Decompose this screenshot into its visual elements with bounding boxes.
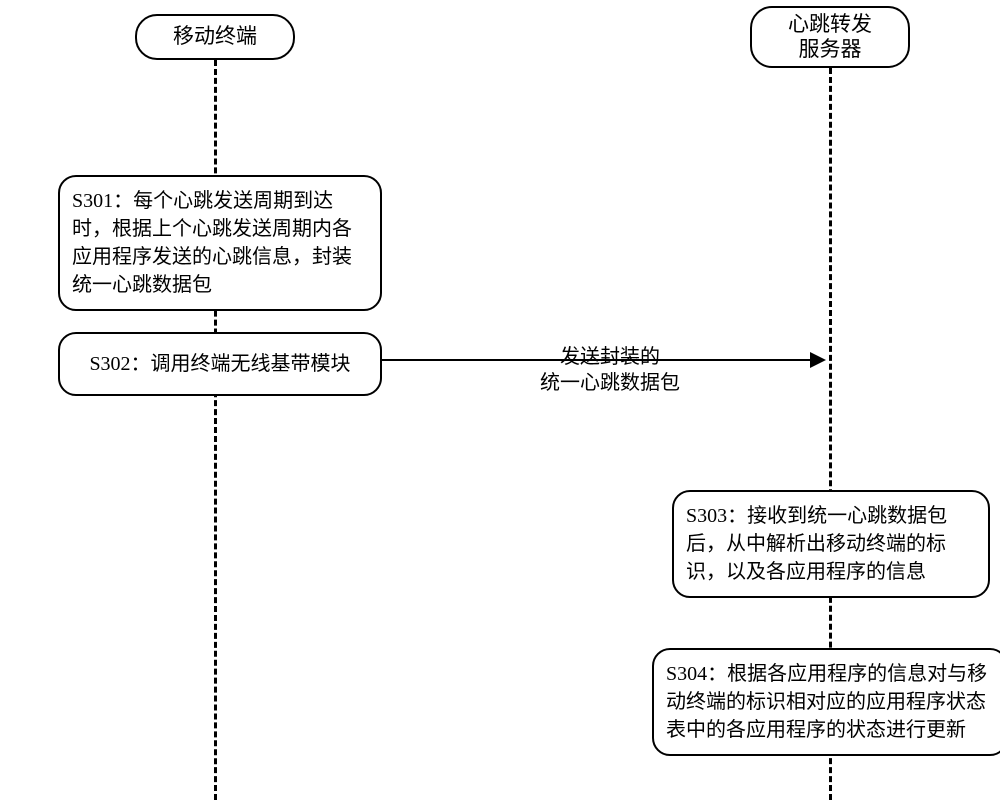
step-s301-text: S301：每个心跳发送周期到达时，根据上个心跳发送周期内各应用程序发送的心跳信息… xyxy=(72,190,352,296)
lifeline-left-label: 移动终端 xyxy=(173,24,257,49)
message-arrow-label-text: 发送封装的 统一心跳数据包 xyxy=(540,346,680,394)
sequence-diagram: 移动终端 心跳转发 服务器 S301：每个心跳发送周期到达时，根据上个心跳发送周… xyxy=(0,0,1000,812)
lifeline-right-header: 心跳转发 服务器 xyxy=(750,6,910,68)
lifeline-left-line xyxy=(214,60,217,800)
step-s304: S304：根据各应用程序的信息对与移动终端的标识相对应的应用程序状态表中的各应用… xyxy=(652,648,1000,756)
step-s303-text: S303：接收到统一心跳数据包后，从中解析出移动终端的标识，以及各应用程序的信息 xyxy=(686,505,947,583)
step-s303: S303：接收到统一心跳数据包后，从中解析出移动终端的标识，以及各应用程序的信息 xyxy=(672,490,990,598)
step-s302-text: S302：调用终端无线基带模块 xyxy=(89,353,350,375)
message-arrow-head xyxy=(810,352,826,368)
message-arrow-label: 发送封装的 统一心跳数据包 xyxy=(510,318,710,396)
lifeline-left-header: 移动终端 xyxy=(135,14,295,60)
step-s302: S302：调用终端无线基带模块 xyxy=(58,332,382,396)
lifeline-right-label: 心跳转发 服务器 xyxy=(788,12,872,62)
step-s301: S301：每个心跳发送周期到达时，根据上个心跳发送周期内各应用程序发送的心跳信息… xyxy=(58,175,382,311)
step-s304-text: S304：根据各应用程序的信息对与移动终端的标识相对应的应用程序状态表中的各应用… xyxy=(666,663,987,741)
